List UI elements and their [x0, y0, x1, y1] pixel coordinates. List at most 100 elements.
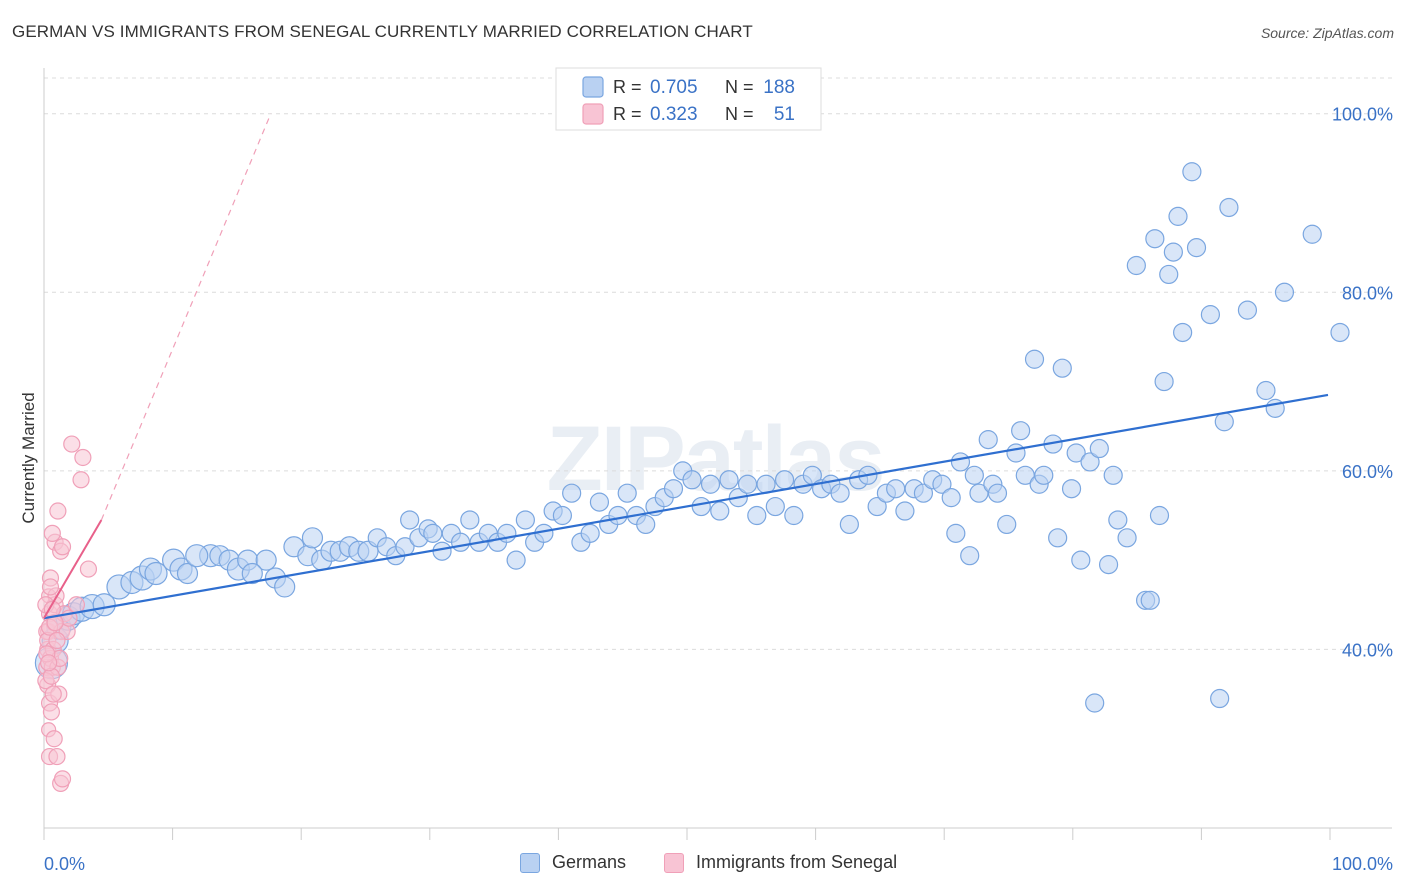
germans-points [34, 162, 1350, 713]
legend-n-value: 188 [763, 77, 795, 98]
data-point-germans [1200, 305, 1221, 325]
data-point-germans [1210, 688, 1230, 709]
data-point-germans [589, 492, 610, 512]
data-point-germans [1089, 438, 1109, 459]
data-point-germans [950, 452, 971, 472]
data-point-senegal [42, 703, 61, 721]
data-point-germans [1080, 452, 1100, 472]
data-point-senegal [48, 631, 66, 650]
data-point-germans [1052, 358, 1072, 378]
data-point-germans [1256, 380, 1276, 401]
data-point-senegal [41, 578, 60, 596]
data-point-germans [978, 430, 998, 450]
legend-swatch-germans [582, 76, 604, 98]
legend-label-germans: Germans [552, 852, 627, 872]
data-point-germans [682, 470, 702, 490]
data-point-germans [1098, 555, 1119, 575]
data-point-germans [1330, 322, 1350, 343]
trend-line-senegal [43, 519, 103, 619]
legend-swatch-senegal [582, 103, 604, 125]
chart-title: GERMAN VS IMMIGRANTS FROM SENEGAL CURREN… [12, 22, 753, 41]
data-point-germans [960, 546, 980, 566]
data-point-germans [1173, 322, 1193, 343]
y-tick-label: 60.0% [1342, 462, 1393, 482]
data-point-germans [1103, 465, 1123, 485]
data-point-germans [765, 496, 785, 517]
data-point-germans [515, 510, 535, 530]
data-point-germans [946, 523, 966, 543]
data-point-germans [1168, 206, 1188, 226]
senegal-points [37, 435, 98, 792]
x-tick-label: 0.0% [44, 854, 85, 874]
data-point-germans [1108, 510, 1128, 530]
trend-lines [43, 113, 1329, 620]
data-point-germans [691, 496, 711, 517]
data-point-germans [1085, 693, 1105, 713]
data-point-germans [941, 488, 961, 508]
y-tick-label: 80.0% [1342, 283, 1393, 303]
data-point-senegal [44, 685, 62, 703]
data-point-germans [506, 550, 526, 570]
data-point-germans [830, 483, 850, 503]
data-point-germans [432, 541, 452, 561]
data-point-germans [274, 576, 296, 598]
data-point-germans [932, 474, 952, 494]
x-tick-label: 100.0% [1332, 854, 1393, 874]
data-point-germans [1302, 224, 1322, 244]
data-point-germans [608, 505, 628, 526]
data-point-germans [1237, 300, 1258, 320]
data-point-germans [1186, 238, 1207, 258]
legend-r-label: R = [613, 77, 642, 97]
data-point-germans [1163, 242, 1183, 262]
data-point-germans [737, 474, 758, 494]
data-point-germans [450, 532, 471, 552]
legend-swatch-senegal [664, 852, 684, 873]
data-point-germans [1006, 443, 1026, 463]
data-point-senegal [63, 435, 81, 453]
y-axis-label: Currently Married [19, 392, 38, 523]
data-point-germans [867, 496, 887, 517]
legend-swatch-germans [520, 852, 540, 873]
legend-n-value: 51 [774, 104, 795, 125]
legend-bottom: Germans Immigrants from Senegal [0, 852, 1406, 878]
legend-n-label: N = [725, 77, 754, 97]
data-point-germans [1071, 550, 1091, 570]
legend-n-label: N = [725, 104, 754, 124]
legend-r-value: 0.705 [650, 77, 698, 98]
data-point-germans [839, 514, 859, 535]
data-point-germans [1219, 197, 1239, 218]
data-point-germans [1274, 282, 1295, 302]
data-point-senegal [53, 770, 72, 788]
data-point-germans [747, 505, 767, 526]
data-point-germans [1066, 443, 1086, 463]
data-point-germans [1149, 505, 1170, 526]
data-point-germans [987, 483, 1008, 503]
data-point-germans [636, 514, 656, 535]
trend-line-senegal-extension [100, 113, 272, 521]
data-point-senegal [72, 471, 90, 489]
data-point-senegal [79, 560, 98, 578]
data-point-germans [1182, 162, 1202, 182]
data-point-germans [301, 527, 324, 549]
legend-r-value: 0.323 [650, 104, 698, 125]
data-point-germans [552, 505, 573, 526]
data-point-germans [460, 510, 480, 530]
source-label: Source: ZipAtlas.com [1260, 25, 1394, 41]
data-point-germans [964, 465, 984, 485]
data-point-germans [1154, 371, 1174, 392]
data-point-germans [719, 470, 739, 490]
data-point-germans [997, 514, 1017, 535]
y-tick-label: 100.0% [1332, 105, 1393, 125]
data-point-germans [895, 501, 915, 521]
data-point-germans [580, 523, 600, 543]
data-point-germans [144, 561, 168, 586]
data-point-germans [710, 501, 730, 521]
legend-item-germans: Germans [520, 852, 626, 873]
data-point-germans [241, 562, 263, 585]
data-point-germans [1145, 229, 1165, 249]
data-point-germans [1117, 528, 1137, 548]
data-point-germans [185, 544, 209, 568]
y-tick-labels: 40.0% 60.0% 80.0% 100.0% [1332, 105, 1393, 661]
data-point-senegal [49, 502, 67, 520]
